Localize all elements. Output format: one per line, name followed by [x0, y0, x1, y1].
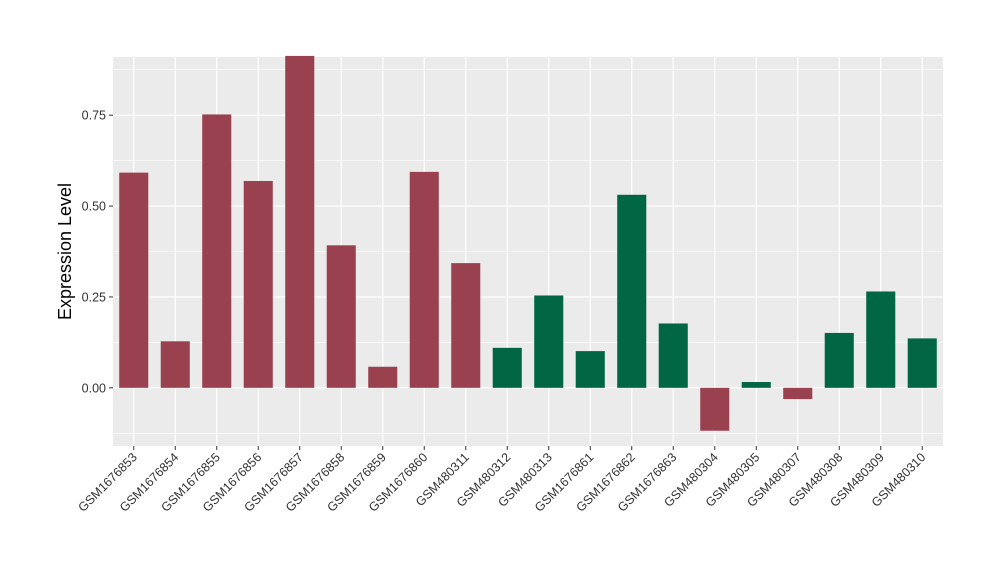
bar-GSM1676858 [326, 245, 356, 388]
bar-GSM480311 [451, 263, 481, 388]
bar-GSM1676862 [617, 194, 647, 388]
bar-GSM1676854 [160, 341, 190, 388]
y-tick-label: 0.50 [82, 200, 106, 214]
bar-GSM1676853 [119, 172, 149, 388]
y-tick-label: 0.75 [82, 109, 106, 123]
bar-GSM1676863 [658, 323, 688, 388]
bar-GSM1676860 [409, 171, 439, 388]
bar-GSM480313 [534, 295, 564, 388]
bar-GSM480304 [700, 387, 730, 431]
grid-lines [113, 57, 943, 446]
bar-GSM480305 [741, 382, 771, 388]
bar-GSM1676856 [243, 180, 273, 388]
bar-GSM1676859 [368, 366, 398, 388]
bar-GSM1676857 [285, 55, 315, 388]
bar-GSM480309 [866, 291, 896, 388]
bars [119, 55, 937, 431]
bar-GSM480310 [907, 338, 937, 388]
bar-GSM1676855 [202, 114, 232, 388]
y-tick-label: 0.00 [82, 381, 106, 395]
y-axis-title: Expression Level [55, 183, 75, 320]
bar-GSM480307 [783, 387, 813, 400]
y-axis: 0.00 0.25 0.50 0.75 [82, 109, 113, 395]
x-axis: GSM1676853GSM1676854GSM1676855GSM1676856… [75, 446, 928, 515]
bar-GSM480308 [824, 332, 854, 388]
bar-GSM1676861 [575, 351, 605, 388]
bar-GSM480312 [492, 347, 522, 388]
y-tick-label: 0.25 [82, 290, 106, 304]
